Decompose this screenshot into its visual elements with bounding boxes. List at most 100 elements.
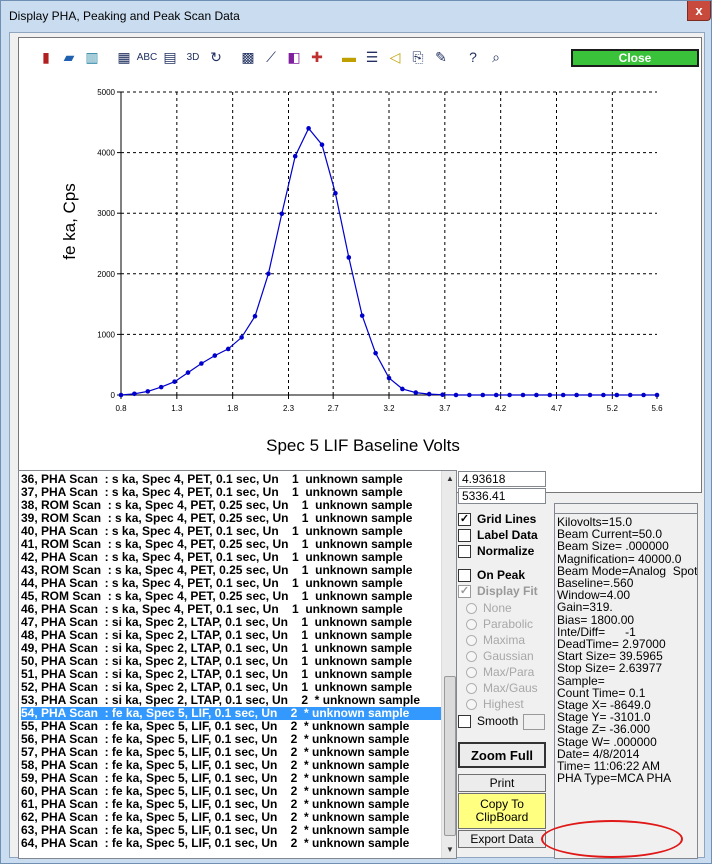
y-tick-label: 1000: [97, 330, 115, 339]
export-image-icon[interactable]: ⎘: [412, 48, 424, 65]
list-item[interactable]: 45, ROM Scan : s ka, Spec 4, PET, 0.25 s…: [21, 589, 413, 603]
list-item[interactable]: 39, ROM Scan : s ka, Spec 4, PET, 0.25 s…: [21, 511, 413, 525]
data-grid-icon[interactable]: ▦: [117, 48, 131, 65]
3d-bar-icon[interactable]: ▰: [63, 48, 75, 65]
color-palette-icon[interactable]: ◧: [287, 48, 301, 65]
smooth-points-input[interactable]: [523, 714, 545, 730]
normalize-label: Normalize: [477, 544, 535, 558]
fit-radio-max-gaus[interactable]: Max/Gaus: [466, 680, 538, 696]
list-scrollbar[interactable]: ▲ ▼: [441, 471, 456, 858]
data-point: [426, 391, 432, 397]
normalize-checkbox[interactable]: Normalize: [458, 543, 534, 559]
list-item[interactable]: 38, ROM Scan : s ka, Spec 4, PET, 0.25 s…: [21, 498, 413, 512]
scroll-thumb[interactable]: [444, 676, 456, 836]
list-item[interactable]: 47, PHA Scan : si ka, Spec 2, LTAP, 0.1 …: [21, 615, 413, 629]
table-icon[interactable]: ▤: [163, 48, 177, 65]
tag-icon[interactable]: ◁: [389, 48, 401, 65]
window-close-button[interactable]: x: [687, 1, 711, 21]
data-point: [654, 392, 660, 398]
chart-toolbar: ▮ ▰ ▥ ▦ ABC ▤ 3D ↻ ▩ ⟋ ◧ ✚ ▬ ☰ ◁ ⎘ ✎? ⌕: [35, 46, 507, 70]
cursor-x-readout: 4.93618: [458, 471, 546, 487]
data-point: [212, 353, 218, 358]
grouped-bar-icon[interactable]: ▥: [85, 48, 99, 65]
list-item[interactable]: 58, PHA Scan : fe ka, Spec 5, LIF, 0.1 s…: [21, 758, 410, 772]
list-item[interactable]: 61, PHA Scan : fe ka, Spec 5, LIF, 0.1 s…: [21, 797, 410, 811]
list-item[interactable]: 54, PHA Scan : fe ka, Spec 5, LIF, 0.1 s…: [21, 707, 441, 720]
3d-view-icon[interactable]: 3D: [186, 51, 200, 63]
list-item[interactable]: 36, PHA Scan : s ka, Spec 4, PET, 0.1 se…: [21, 472, 403, 486]
radio-icon: [466, 634, 477, 646]
zoom-icon[interactable]: ⌕: [492, 48, 500, 65]
scroll-up-icon[interactable]: ▲: [446, 474, 454, 483]
fit-radio-gaussian[interactable]: Gaussian: [466, 648, 534, 664]
list-item[interactable]: 37, PHA Scan : s ka, Spec 4, PET, 0.1 se…: [21, 485, 403, 499]
list-item[interactable]: 50, PHA Scan : si ka, Spec 2, LTAP, 0.1 …: [21, 654, 413, 668]
list-item[interactable]: 40, PHA Scan : s ka, Spec 4, PET, 0.1 se…: [21, 524, 403, 538]
scan-list[interactable]: 36, PHA Scan : s ka, Spec 4, PET, 0.1 se…: [18, 470, 457, 859]
list-item[interactable]: 62, PHA Scan : fe ka, Spec 5, LIF, 0.1 s…: [21, 810, 410, 824]
list-item[interactable]: 63, PHA Scan : fe ka, Spec 5, LIF, 0.1 s…: [21, 823, 410, 837]
list-item[interactable]: 51, PHA Scan : si ka, Spec 2, LTAP, 0.1 …: [21, 667, 413, 681]
list-item[interactable]: 52, PHA Scan : si ka, Spec 2, LTAP, 0.1 …: [21, 680, 413, 694]
list-item[interactable]: 41, ROM Scan : s ka, Spec 4, PET, 0.25 s…: [21, 537, 413, 551]
copy-to-clipboard-button[interactable]: Copy To ClipBoard: [458, 793, 546, 829]
list-item[interactable]: 60, PHA Scan : fe ka, Spec 5, LIF, 0.1 s…: [21, 784, 410, 798]
close-button[interactable]: Close: [571, 49, 699, 67]
data-point: [239, 335, 244, 340]
x-tick-label: 4.7: [551, 404, 563, 413]
info-line: Stage Z= -36.000: [557, 722, 651, 737]
label-data-checkbox[interactable]: Label Data: [458, 527, 538, 543]
print-button[interactable]: Print: [458, 774, 546, 792]
grid-lines-checkbox[interactable]: ✓ Grid Lines: [458, 511, 536, 527]
rotate-icon[interactable]: ↻: [210, 48, 222, 65]
x-tick-label: 3.2: [383, 404, 395, 413]
list-item[interactable]: 56, PHA Scan : fe ka, Spec 5, LIF, 0.1 s…: [21, 732, 410, 746]
zoom-full-button[interactable]: Zoom Full: [458, 742, 546, 768]
list-item[interactable]: 49, PHA Scan : si ka, Spec 2, LTAP, 0.1 …: [21, 641, 413, 655]
list-item[interactable]: 59, PHA Scan : fe ka, Spec 5, LIF, 0.1 s…: [21, 771, 410, 785]
list-item[interactable]: 42, PHA Scan : s ka, Spec 4, PET, 0.1 se…: [21, 550, 403, 564]
list-item[interactable]: 53, PHA Scan : si ka, Spec 2, LTAP, 0.1 …: [21, 693, 421, 707]
line-style-icon[interactable]: ⟋: [266, 48, 276, 65]
help-icon[interactable]: ?: [469, 49, 477, 65]
list-item[interactable]: 46, PHA Scan : s ka, Spec 4, PET, 0.1 se…: [21, 602, 403, 616]
list-item[interactable]: 48, PHA Scan : si ka, Spec 2, LTAP, 0.1 …: [21, 628, 413, 642]
fit-radio-none[interactable]: None: [466, 600, 512, 616]
on-peak-checkbox[interactable]: On Peak: [458, 567, 525, 583]
abc-label-icon[interactable]: ABC: [136, 51, 158, 63]
data-point: [493, 392, 499, 398]
scroll-down-icon[interactable]: ▼: [446, 845, 454, 854]
data-point: [292, 153, 298, 159]
data-point: [386, 375, 392, 381]
data-point: [440, 392, 445, 397]
info-line: Sample=: [557, 673, 605, 688]
x-axis-label: Spec 5 LIF Baseline Volts: [266, 436, 460, 455]
list-item[interactable]: 64, PHA Scan : fe ka, Spec 5, LIF, 0.1 s…: [21, 836, 410, 850]
data-point: [413, 390, 419, 395]
list-item[interactable]: 55, PHA Scan : fe ka, Spec 5, LIF, 0.1 s…: [21, 719, 410, 733]
list-item[interactable]: 57, PHA Scan : fe ka, Spec 5, LIF, 0.1 s…: [21, 745, 410, 759]
info-line: Beam Size= .000000: [557, 539, 669, 554]
title-bar[interactable]: Display PHA, Peaking and Peak Scan Data …: [1, 1, 711, 33]
list-item[interactable]: 44, PHA Scan : s ka, Spec 4, PET, 0.1 se…: [21, 576, 403, 590]
crosshair-icon[interactable]: ✚: [311, 48, 323, 65]
legend-icon[interactable]: ▬: [342, 49, 356, 65]
fit-radio-max-para[interactable]: Max/Para: [466, 664, 534, 680]
display-fit-checkbox[interactable]: ✓ Display Fit: [458, 583, 538, 599]
export-data-button[interactable]: Export Data: [458, 830, 546, 848]
bar-chart-icon[interactable]: ▮: [42, 48, 50, 65]
pen-icon[interactable]: ✎: [435, 48, 447, 65]
info-line: Time= 11:06:22 AM: [557, 759, 661, 774]
texture-icon[interactable]: ▩: [241, 48, 255, 65]
data-point: [641, 392, 646, 398]
fit-radio-parabolic[interactable]: Parabolic: [466, 616, 533, 632]
list-item[interactable]: 43, ROM Scan : s ka, Spec 4, PET, 0.25 s…: [21, 563, 413, 577]
display-fit-label: Display Fit: [477, 584, 538, 598]
info-line: Gain=319.: [557, 600, 613, 615]
smooth-checkbox[interactable]: Smooth: [458, 713, 518, 729]
info-line: Stage W= .000000: [557, 734, 657, 749]
list-icon[interactable]: ☰: [365, 48, 379, 65]
fit-radio-highest[interactable]: Highest: [466, 696, 524, 712]
fit-radio-maxima[interactable]: Maxima: [466, 632, 525, 648]
x-tick-label: 3.7: [439, 404, 451, 413]
